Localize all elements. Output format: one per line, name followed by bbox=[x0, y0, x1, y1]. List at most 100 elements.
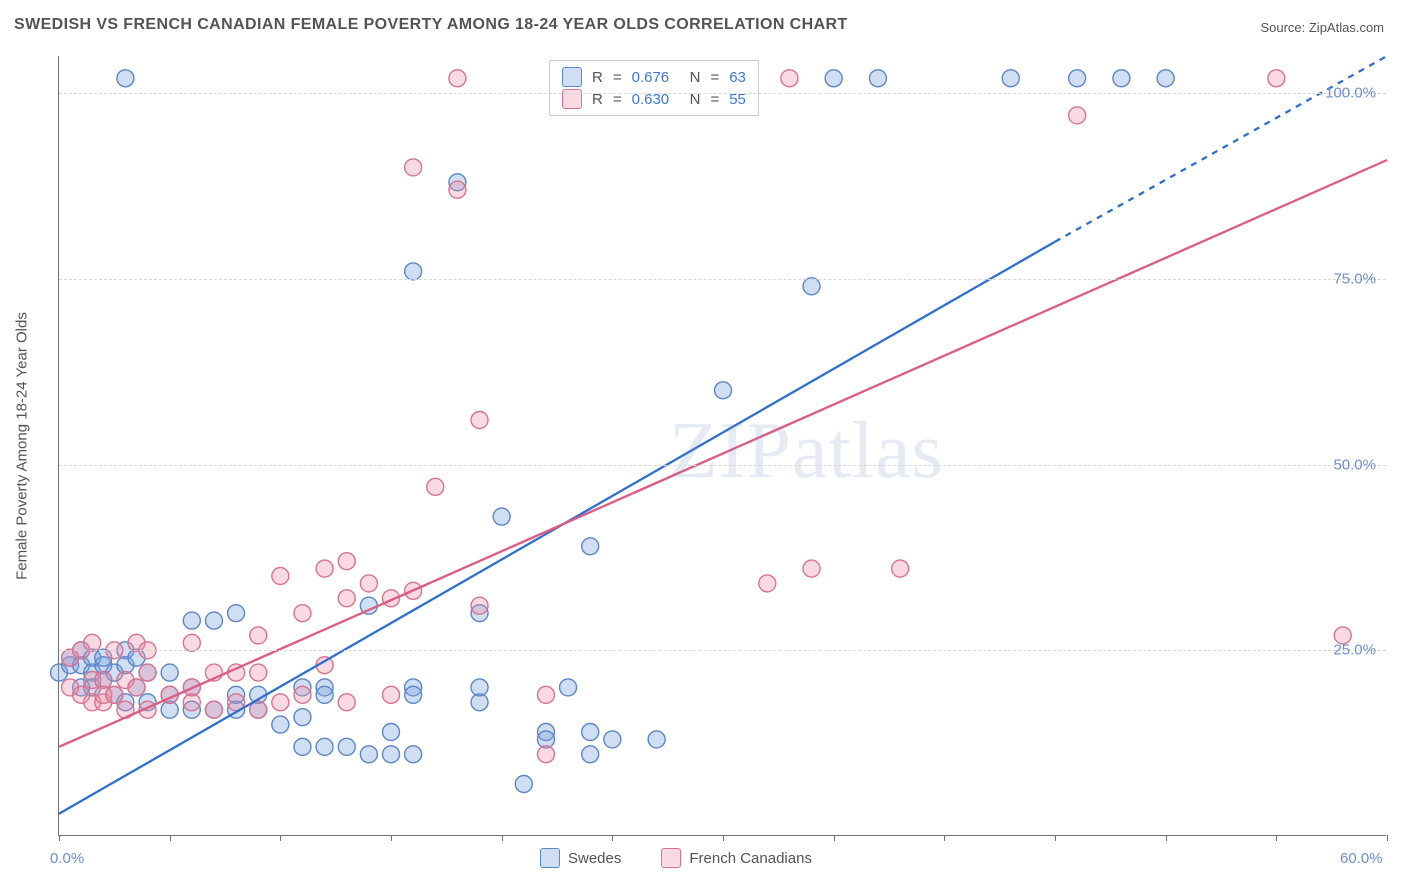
gridline bbox=[59, 465, 1386, 466]
data-point bbox=[294, 686, 311, 703]
data-point bbox=[383, 746, 400, 763]
data-point bbox=[272, 694, 289, 711]
r-label: R bbox=[592, 69, 603, 86]
x-tick bbox=[723, 835, 724, 841]
data-point bbox=[803, 560, 820, 577]
source-label: Source: ZipAtlas.com bbox=[1260, 20, 1384, 35]
legend-correlation-row: R=0.630N=55 bbox=[562, 89, 746, 109]
data-point bbox=[471, 412, 488, 429]
data-point bbox=[338, 553, 355, 570]
data-point bbox=[604, 731, 621, 748]
data-point bbox=[128, 679, 145, 696]
data-point bbox=[825, 70, 842, 87]
n-label: N bbox=[690, 69, 701, 86]
data-point bbox=[316, 560, 333, 577]
data-point bbox=[803, 278, 820, 295]
data-point bbox=[338, 694, 355, 711]
data-point bbox=[139, 664, 156, 681]
data-point bbox=[316, 686, 333, 703]
data-point bbox=[250, 664, 267, 681]
y-tick-label: 100.0% bbox=[1325, 85, 1376, 102]
data-point bbox=[449, 181, 466, 198]
x-tick bbox=[612, 835, 613, 841]
chart-title: SWEDISH VS FRENCH CANADIAN FEMALE POVERT… bbox=[14, 16, 848, 34]
data-point bbox=[515, 776, 532, 793]
correlation-legend: R=0.676N=63R=0.630N=55 bbox=[549, 60, 759, 116]
legend-label-french: French Canadians bbox=[689, 850, 812, 867]
x-tick bbox=[1387, 835, 1388, 841]
data-point bbox=[1268, 70, 1285, 87]
data-point bbox=[405, 746, 422, 763]
data-point bbox=[106, 686, 123, 703]
data-point bbox=[205, 701, 222, 718]
x-axis-max-label: 60.0% bbox=[1340, 850, 1383, 867]
gridline bbox=[59, 650, 1386, 651]
data-point bbox=[161, 664, 178, 681]
data-point bbox=[427, 478, 444, 495]
data-point bbox=[582, 724, 599, 741]
plot-area: ZIPatlas R=0.676N=63R=0.630N=55 25.0%50.… bbox=[58, 56, 1386, 836]
data-point bbox=[250, 627, 267, 644]
x-tick bbox=[834, 835, 835, 841]
data-point bbox=[294, 738, 311, 755]
data-point bbox=[560, 679, 577, 696]
legend-item-french: French Canadians bbox=[661, 848, 812, 868]
x-tick bbox=[170, 835, 171, 841]
legend-swatch bbox=[562, 67, 582, 87]
legend-item-swedes: Swedes bbox=[540, 848, 621, 868]
legend-correlation-row: R=0.676N=63 bbox=[562, 67, 746, 87]
data-point bbox=[471, 597, 488, 614]
data-point bbox=[294, 709, 311, 726]
data-point bbox=[316, 738, 333, 755]
data-point bbox=[183, 612, 200, 629]
data-point bbox=[405, 686, 422, 703]
data-point bbox=[1069, 107, 1086, 124]
x-tick bbox=[391, 835, 392, 841]
x-tick bbox=[1055, 835, 1056, 841]
data-point bbox=[1002, 70, 1019, 87]
gridline bbox=[59, 279, 1386, 280]
data-point bbox=[272, 716, 289, 733]
data-point bbox=[360, 575, 377, 592]
legend-swatch bbox=[562, 89, 582, 109]
data-point bbox=[715, 382, 732, 399]
x-tick bbox=[944, 835, 945, 841]
data-point bbox=[272, 568, 289, 585]
data-point bbox=[405, 159, 422, 176]
swatch-french bbox=[661, 848, 681, 868]
data-point bbox=[1069, 70, 1086, 87]
chart-container: SWEDISH VS FRENCH CANADIAN FEMALE POVERT… bbox=[0, 0, 1406, 892]
data-point bbox=[294, 605, 311, 622]
data-point bbox=[117, 70, 134, 87]
data-point bbox=[360, 746, 377, 763]
data-point bbox=[537, 746, 554, 763]
y-axis-title: Female Poverty Among 18-24 Year Olds bbox=[14, 312, 31, 580]
n-value: 63 bbox=[729, 69, 746, 86]
data-point bbox=[1157, 70, 1174, 87]
data-point bbox=[383, 724, 400, 741]
x-tick bbox=[502, 835, 503, 841]
data-point bbox=[471, 679, 488, 696]
data-point bbox=[582, 538, 599, 555]
data-point bbox=[84, 634, 101, 651]
data-point bbox=[759, 575, 776, 592]
data-point bbox=[449, 70, 466, 87]
data-point bbox=[582, 746, 599, 763]
data-point bbox=[493, 508, 510, 525]
data-point bbox=[228, 605, 245, 622]
x-tick bbox=[59, 835, 60, 841]
y-tick-label: 75.0% bbox=[1333, 270, 1376, 287]
trend-line bbox=[59, 160, 1387, 747]
data-point bbox=[338, 738, 355, 755]
data-point bbox=[537, 686, 554, 703]
data-point bbox=[183, 634, 200, 651]
y-tick-label: 25.0% bbox=[1333, 642, 1376, 659]
data-point bbox=[405, 263, 422, 280]
swatch-swedes bbox=[540, 848, 560, 868]
x-tick bbox=[1166, 835, 1167, 841]
eq: = bbox=[710, 69, 719, 86]
data-point bbox=[205, 612, 222, 629]
data-point bbox=[781, 70, 798, 87]
data-point bbox=[892, 560, 909, 577]
gridline bbox=[59, 93, 1386, 94]
